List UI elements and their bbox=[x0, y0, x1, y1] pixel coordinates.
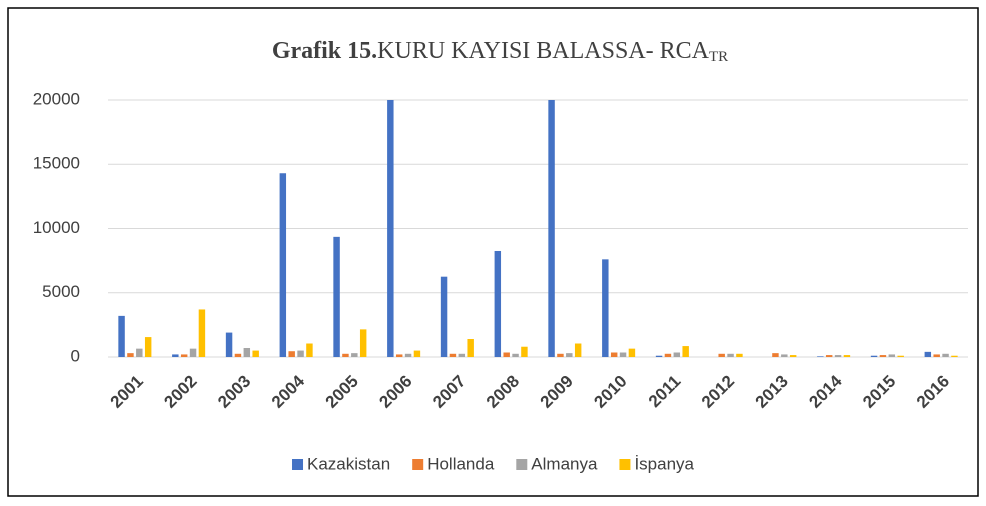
bar bbox=[144, 337, 152, 357]
bar bbox=[718, 353, 725, 357]
title-main: KURU KAYISI BALASSA- RCA bbox=[377, 38, 709, 64]
bar bbox=[342, 353, 349, 357]
bar bbox=[772, 353, 779, 357]
bar bbox=[781, 354, 788, 357]
legend-swatch bbox=[412, 459, 424, 470]
bar bbox=[225, 332, 233, 357]
title-bold: Grafik 15. bbox=[272, 38, 377, 64]
bar bbox=[413, 350, 421, 357]
bar bbox=[449, 353, 457, 357]
bar bbox=[602, 259, 609, 357]
y-tick-label: 5000 bbox=[42, 282, 80, 301]
bar bbox=[494, 250, 502, 357]
bar bbox=[673, 352, 681, 357]
bar bbox=[297, 350, 304, 357]
bar bbox=[888, 354, 896, 357]
bar bbox=[198, 309, 206, 357]
bar bbox=[306, 343, 313, 357]
bar bbox=[682, 346, 689, 357]
bar bbox=[817, 356, 824, 357]
y-tick-label: 15000 bbox=[33, 154, 80, 173]
bar bbox=[951, 355, 958, 357]
bar bbox=[243, 348, 251, 357]
bar bbox=[234, 353, 242, 357]
chart-title: Grafik 15.KURU KAYISI BALASSA- RCATR bbox=[272, 38, 728, 66]
bar bbox=[610, 352, 618, 357]
bar bbox=[924, 351, 932, 357]
legend-swatch bbox=[292, 459, 304, 470]
bar bbox=[279, 173, 287, 357]
bar bbox=[387, 100, 394, 357]
bar bbox=[933, 354, 940, 357]
bar bbox=[566, 353, 573, 357]
bar bbox=[521, 346, 528, 357]
legend-swatch bbox=[619, 459, 631, 470]
bar bbox=[574, 343, 582, 357]
bar bbox=[548, 100, 555, 357]
bar bbox=[512, 353, 519, 357]
bar bbox=[252, 350, 259, 357]
bar bbox=[879, 355, 887, 357]
bar bbox=[557, 353, 564, 357]
bar bbox=[127, 353, 134, 357]
y-tick-label: 0 bbox=[71, 346, 80, 365]
bar bbox=[395, 354, 403, 357]
bar bbox=[503, 352, 510, 357]
title-sub: TR bbox=[709, 49, 728, 65]
bar bbox=[789, 355, 797, 357]
bar bbox=[180, 354, 188, 357]
legend-label: Kazakistan bbox=[307, 454, 390, 473]
bar bbox=[897, 355, 904, 357]
bar bbox=[118, 315, 125, 357]
bar bbox=[359, 329, 367, 357]
bar bbox=[664, 353, 672, 357]
bar bbox=[870, 355, 878, 357]
legend-label: Hollanda bbox=[427, 454, 495, 473]
bar bbox=[189, 348, 197, 357]
y-tick-label: 10000 bbox=[33, 218, 80, 237]
legend-label: İspanya bbox=[634, 454, 694, 473]
bar bbox=[172, 354, 179, 357]
bar bbox=[288, 351, 295, 357]
legend-swatch bbox=[516, 459, 528, 470]
bar bbox=[404, 353, 412, 357]
bar bbox=[458, 353, 466, 357]
bar bbox=[736, 353, 743, 357]
chart-frame bbox=[7, 7, 979, 497]
y-tick-label: 20000 bbox=[33, 89, 80, 108]
legend-label: Almanya bbox=[531, 454, 598, 473]
bar bbox=[825, 355, 833, 357]
bar bbox=[628, 348, 636, 357]
bar bbox=[655, 355, 663, 357]
bar bbox=[467, 339, 474, 357]
bar bbox=[351, 353, 358, 357]
bar bbox=[333, 236, 340, 357]
bar bbox=[136, 348, 143, 357]
bar bbox=[942, 353, 949, 357]
bar bbox=[834, 355, 842, 357]
bar bbox=[619, 352, 627, 357]
bar bbox=[727, 353, 734, 357]
bar bbox=[440, 276, 448, 357]
bar bbox=[843, 355, 851, 357]
